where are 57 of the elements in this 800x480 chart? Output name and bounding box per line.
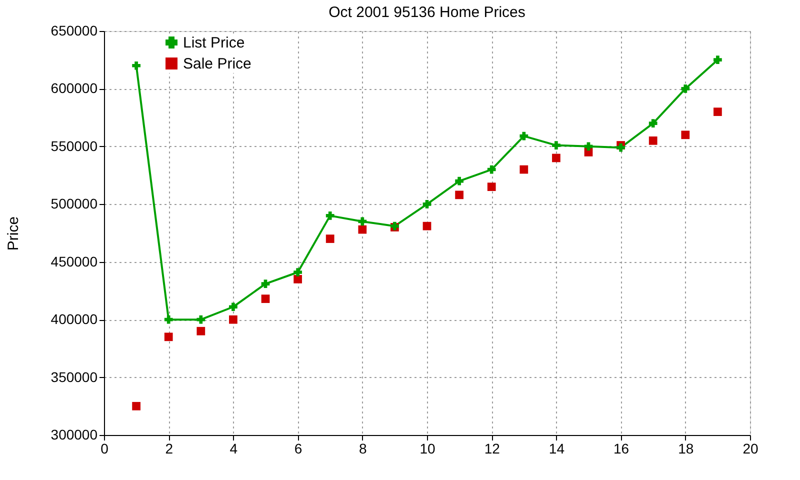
point xyxy=(422,222,432,230)
point xyxy=(326,234,334,243)
point xyxy=(326,212,334,220)
chart-title: Oct 2001 95136 Home Prices xyxy=(328,4,526,21)
x-tick-label: 6 xyxy=(294,440,302,456)
point xyxy=(164,332,173,342)
point xyxy=(164,315,173,324)
x-tick-label: 2 xyxy=(165,440,174,456)
point xyxy=(552,141,560,150)
point xyxy=(358,217,367,226)
y-tick-label: 550000 xyxy=(50,138,98,154)
point xyxy=(229,315,238,324)
x-tick-label: 16 xyxy=(614,440,630,456)
point xyxy=(681,130,690,140)
point xyxy=(714,108,722,116)
point xyxy=(648,136,658,145)
point xyxy=(616,143,625,152)
y-tick-label: 500000 xyxy=(50,196,98,212)
point xyxy=(261,294,270,303)
x-tick-label: 4 xyxy=(230,440,238,456)
x-tick-label: 18 xyxy=(678,440,694,456)
y-tick-label: 350000 xyxy=(50,368,98,385)
point xyxy=(229,302,238,312)
point xyxy=(422,200,432,208)
point xyxy=(520,165,528,174)
y-tick-label: 300000 xyxy=(50,426,98,442)
point xyxy=(487,165,496,174)
x-tick-label: 0 xyxy=(100,440,109,456)
x-tick-label: 10 xyxy=(420,440,436,456)
y-tick-label: 400000 xyxy=(50,311,98,328)
y-tick-label: 450000 xyxy=(50,253,98,270)
point xyxy=(358,225,367,234)
point xyxy=(132,61,140,70)
legend-label: Sale Price xyxy=(183,56,252,72)
point xyxy=(681,84,690,93)
point xyxy=(455,190,464,200)
x-tick-label: 20 xyxy=(742,440,758,456)
y-tick-label: 600000 xyxy=(50,80,98,96)
point xyxy=(294,274,302,284)
point xyxy=(584,142,593,151)
point xyxy=(714,56,722,64)
legend-label: List Price xyxy=(183,34,245,52)
point xyxy=(196,326,206,336)
x-tick-label: 12 xyxy=(484,440,500,456)
point xyxy=(552,154,560,162)
point xyxy=(294,268,302,276)
y-axis-title: Price xyxy=(4,216,22,251)
x-tick-label: 8 xyxy=(359,440,367,456)
point xyxy=(455,176,464,186)
y-tick-label: 650000 xyxy=(50,22,98,38)
point xyxy=(487,182,496,192)
point xyxy=(261,280,270,288)
point xyxy=(648,119,658,128)
x-tick-label: 14 xyxy=(548,440,565,456)
point xyxy=(132,402,140,410)
point xyxy=(520,132,528,140)
point xyxy=(196,315,206,324)
